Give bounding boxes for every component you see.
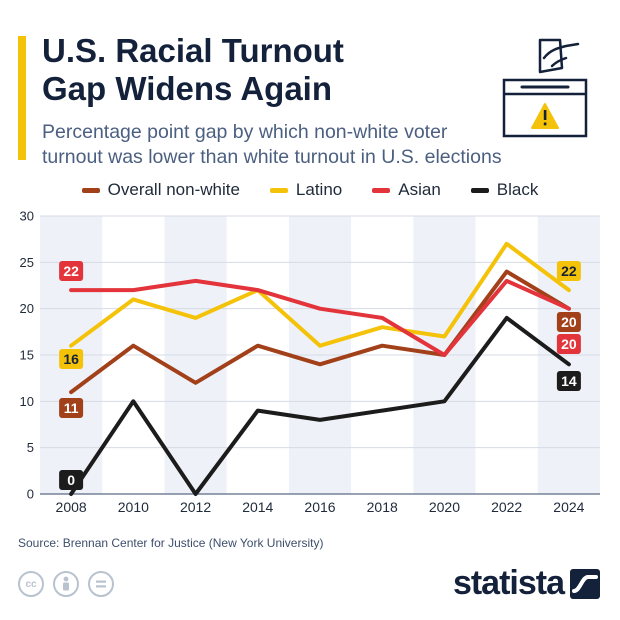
data-label-badge (556, 312, 581, 332)
x-tick-label: 2022 (491, 499, 522, 515)
legend-item-latino: Latino (269, 180, 343, 200)
y-tick-label: 15 (20, 348, 34, 363)
y-tick-label: 20 (20, 301, 34, 316)
ballot-box-warning-icon (502, 38, 588, 138)
license-icons: cc (18, 571, 114, 597)
source-note: Source: Brennan Center for Justice (New … (18, 536, 324, 550)
legend-swatch (372, 187, 391, 193)
page-subtitle: Percentage point gap by which non-white … (42, 120, 552, 170)
x-tick-label: 2018 (367, 499, 398, 515)
data-label-badge (556, 371, 581, 391)
y-tick-label: 25 (20, 255, 34, 270)
legend-label: Black (496, 180, 539, 199)
brand-name: statista (452, 564, 565, 602)
legend-swatch (269, 187, 288, 193)
legend-item-asian: Asian (372, 180, 441, 200)
accent-bar (18, 36, 26, 160)
y-tick-label: 10 (20, 394, 34, 409)
legend-label: Latino (295, 180, 343, 199)
title-line-1: U.S. Racial Turnout (42, 32, 344, 69)
data-label-badge (59, 470, 84, 490)
data-label-badge (59, 398, 84, 418)
title-line-2: Gap Widens Again (42, 70, 333, 107)
series-line (69, 315, 571, 496)
y-tick-label: 0 (27, 487, 34, 502)
series-line (69, 241, 571, 348)
data-label: 20 (561, 336, 577, 352)
legend-swatch (470, 187, 489, 193)
x-tick-label: 2020 (429, 499, 460, 515)
legend-label: Asian (398, 180, 441, 199)
x-tick-label: 2014 (242, 499, 273, 515)
no-derivatives-icon[interactable] (88, 571, 114, 597)
data-label: 16 (63, 351, 79, 367)
page-title: U.S. Racial Turnout Gap Widens Again (42, 32, 344, 108)
subtitle-line-2: turnout was lower than white turnout in … (42, 146, 502, 168)
x-tick-label: 2016 (304, 499, 335, 515)
data-label: 22 (561, 263, 577, 279)
attribution-icon[interactable] (53, 571, 79, 597)
legend-label: Overall non-white (107, 180, 240, 199)
data-label-badge (59, 261, 84, 281)
data-label-badge (59, 349, 84, 369)
x-tick-label: 2010 (118, 499, 149, 515)
statista-logo-icon (570, 568, 600, 599)
y-tick-label: 30 (20, 209, 34, 224)
series-line (69, 269, 571, 395)
series-line (69, 278, 571, 357)
data-label: 14 (561, 373, 577, 389)
data-label-badge (556, 334, 581, 354)
chart-legend: Overall non-white Latino Asian Black (0, 180, 620, 200)
data-label: 20 (561, 314, 577, 330)
x-tick-label: 2024 (553, 499, 584, 515)
x-tick-label: 2008 (56, 499, 87, 515)
data-label: 11 (64, 400, 79, 416)
creative-commons-icon[interactable]: cc (18, 571, 44, 597)
data-label: 0 (67, 472, 75, 488)
legend-swatch (81, 187, 100, 193)
legend-item-overall-non-white: Overall non-white (81, 180, 240, 200)
x-tick-label: 2012 (180, 499, 211, 515)
data-label-badge (556, 261, 581, 281)
y-tick-label: 5 (27, 440, 34, 455)
statista-brand[interactable]: statista (453, 564, 600, 603)
data-label: 22 (63, 263, 79, 279)
subtitle-line-1: Percentage point gap by which non-white … (42, 121, 448, 143)
legend-item-black: Black (470, 180, 539, 200)
